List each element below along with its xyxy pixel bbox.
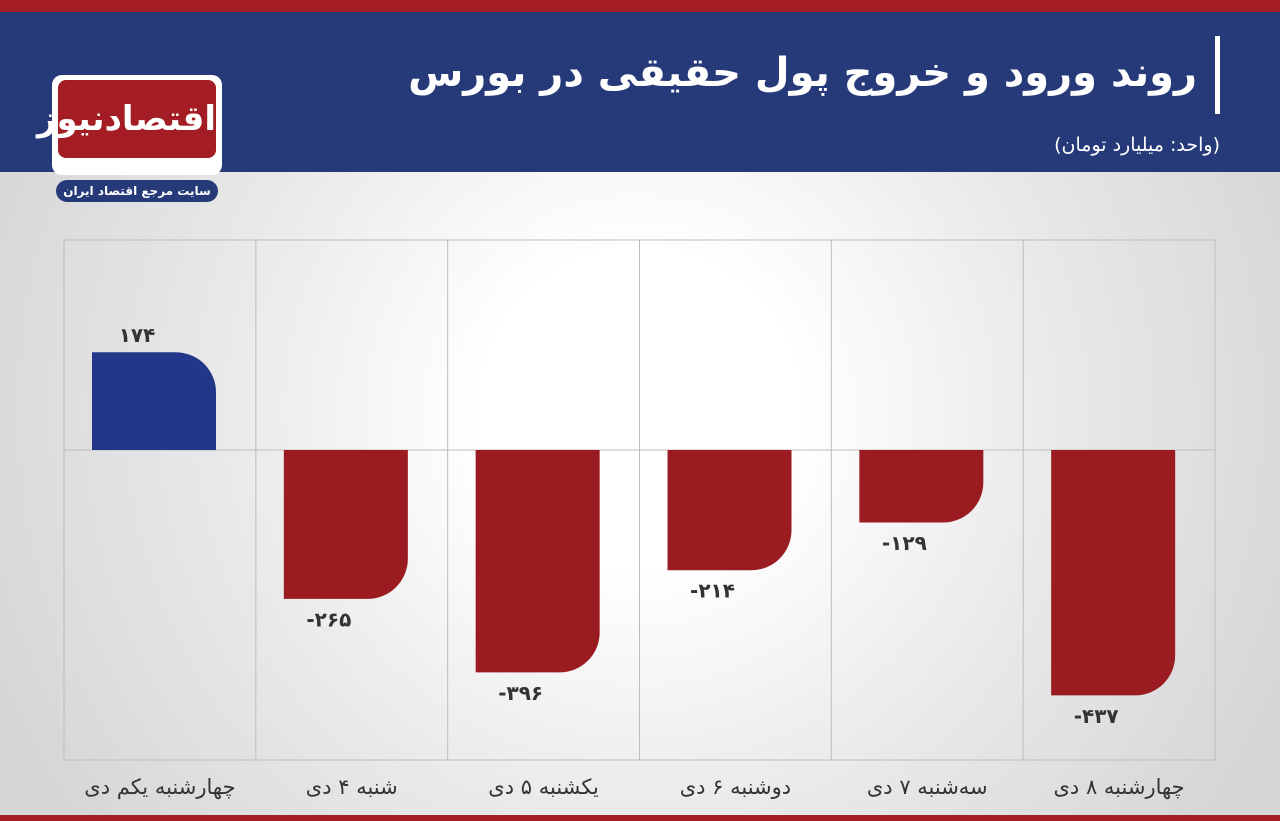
bar: [859, 450, 984, 523]
x-tick-label: شنبه ۴ دی: [306, 775, 398, 799]
x-tick-label: یکشنبه ۵ دی: [488, 775, 599, 799]
value-label: -۲۱۴: [690, 579, 735, 603]
x-tick-label: سه‌شنبه ۷ دی: [867, 775, 988, 799]
bar: [1051, 450, 1176, 696]
bar: [92, 352, 216, 451]
logo-tagline: سایت مرجع اقتصاد ایران: [56, 180, 218, 202]
value-label: -۲۶۵: [306, 607, 351, 631]
bottom-strip: [0, 815, 1280, 821]
logo: اقتصادنیوز: [37, 75, 222, 175]
bar: [667, 450, 792, 571]
chart-title: روند ورود و خروج پول حقیقی در بورس: [408, 50, 1197, 96]
title-bar: [1215, 36, 1220, 114]
chart-subtitle: (واحد: میلیارد تومان): [1054, 134, 1220, 156]
x-tick-label: چهارشنبه یکم دی: [84, 775, 235, 800]
value-label: -۳۹۶: [498, 681, 543, 705]
logo-name: اقتصادنیوز: [37, 80, 216, 158]
value-label: -۱۲۹: [882, 531, 927, 555]
bar: [475, 450, 600, 673]
x-tick-label: چهارشنبه ۸ دی: [1054, 775, 1185, 799]
x-tick-label: دوشنبه ۶ دی: [680, 775, 791, 799]
value-label: -۴۳۷: [1074, 704, 1119, 728]
value-label: ۱۷۴: [119, 323, 156, 347]
bar: [283, 450, 408, 599]
top-strip: [0, 0, 1280, 12]
